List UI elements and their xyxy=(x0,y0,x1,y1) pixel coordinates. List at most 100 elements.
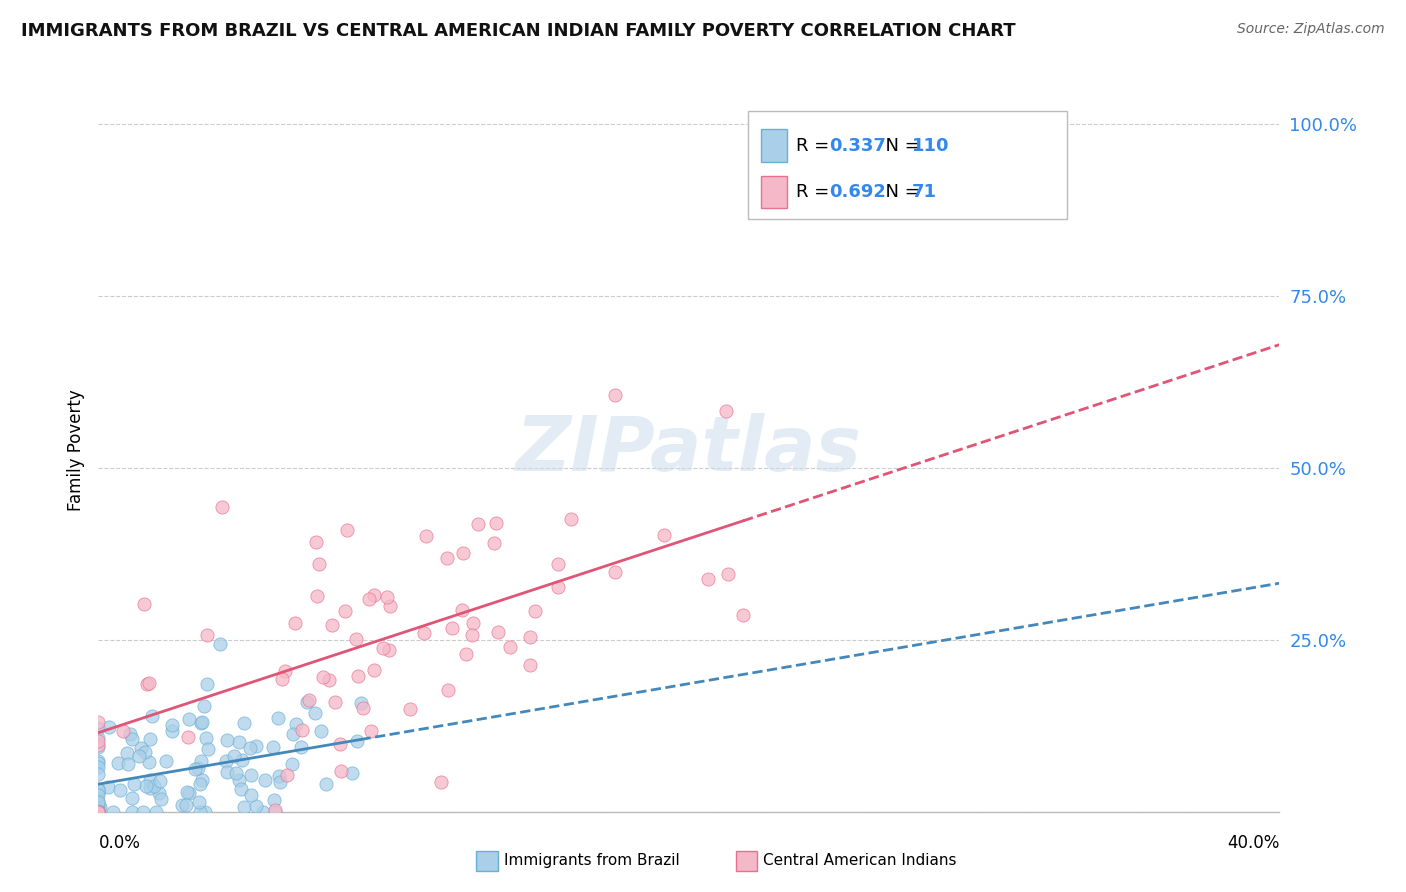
Point xyxy=(486,625,509,640)
Point xyxy=(451,546,474,560)
Point xyxy=(107,756,129,770)
Point xyxy=(305,535,328,549)
Point xyxy=(191,714,214,729)
Point xyxy=(87,715,110,730)
Point xyxy=(267,770,290,784)
Point xyxy=(98,720,121,734)
Text: N =: N = xyxy=(875,136,925,154)
Point xyxy=(188,777,211,791)
Point xyxy=(211,500,233,514)
Point xyxy=(371,640,394,655)
Point xyxy=(143,779,166,793)
Point xyxy=(430,775,453,789)
Point xyxy=(519,658,541,673)
Point xyxy=(87,805,110,819)
Point xyxy=(87,805,110,819)
Point xyxy=(305,589,328,603)
Point xyxy=(714,404,737,418)
Point xyxy=(87,738,110,752)
Point xyxy=(150,791,173,805)
Point xyxy=(273,665,295,679)
Point xyxy=(87,796,110,810)
Point xyxy=(121,805,143,819)
Point xyxy=(499,640,522,655)
Point xyxy=(87,805,110,819)
Point xyxy=(652,527,675,541)
Point xyxy=(138,676,160,690)
Point xyxy=(267,711,290,725)
Point xyxy=(359,592,381,607)
Point xyxy=(298,693,321,707)
Point xyxy=(291,723,314,738)
Point xyxy=(231,753,253,767)
Point xyxy=(346,669,368,683)
Point xyxy=(697,573,720,587)
Text: R =: R = xyxy=(796,136,835,154)
Point xyxy=(183,762,205,776)
Point xyxy=(87,801,110,815)
Point xyxy=(135,779,157,793)
Point xyxy=(110,783,132,797)
Point xyxy=(269,775,291,789)
Point xyxy=(344,632,367,646)
Point xyxy=(197,742,219,756)
Point xyxy=(463,616,485,631)
Point xyxy=(190,754,212,768)
Point xyxy=(276,768,298,782)
Point xyxy=(519,630,541,644)
Point xyxy=(547,557,569,571)
Point xyxy=(87,734,110,748)
Text: 71: 71 xyxy=(912,183,936,202)
Point xyxy=(560,511,582,525)
Point xyxy=(245,799,267,814)
Point xyxy=(308,558,330,572)
Text: 110: 110 xyxy=(912,136,949,154)
Text: 40.0%: 40.0% xyxy=(1227,834,1279,852)
Point xyxy=(172,798,194,813)
Point xyxy=(321,618,343,632)
Point xyxy=(284,615,307,630)
Text: 0.692: 0.692 xyxy=(830,183,886,202)
Point xyxy=(346,733,368,747)
Point xyxy=(87,767,110,781)
Point xyxy=(87,805,110,819)
Point xyxy=(139,781,162,796)
Point xyxy=(467,517,489,532)
Point xyxy=(263,803,285,817)
Point xyxy=(398,702,420,716)
Point xyxy=(87,797,110,812)
Point xyxy=(239,788,262,802)
Point xyxy=(451,603,474,617)
Point xyxy=(128,749,150,764)
Point xyxy=(285,716,308,731)
Point xyxy=(309,723,332,738)
Point xyxy=(731,608,754,623)
Point xyxy=(120,727,142,741)
Point xyxy=(134,745,156,759)
Point xyxy=(87,805,110,819)
Point xyxy=(262,740,284,755)
Text: ZIPatlas: ZIPatlas xyxy=(516,414,862,487)
Point xyxy=(87,782,110,797)
Point xyxy=(240,768,263,782)
Point xyxy=(155,754,177,768)
Point xyxy=(193,698,215,713)
Point xyxy=(193,805,215,819)
Point xyxy=(87,805,110,819)
Point xyxy=(132,805,155,819)
Point xyxy=(336,524,359,538)
Point xyxy=(97,780,120,795)
Point xyxy=(87,760,110,774)
Point xyxy=(263,793,285,807)
Text: Central American Indians: Central American Indians xyxy=(763,854,957,868)
Point xyxy=(360,724,382,739)
Text: 0.337: 0.337 xyxy=(830,136,886,154)
Point xyxy=(283,727,305,741)
Point xyxy=(111,723,134,738)
Point xyxy=(87,794,110,808)
Point xyxy=(225,766,247,780)
Point xyxy=(148,786,170,800)
Point xyxy=(224,748,246,763)
Point xyxy=(415,529,437,543)
Point xyxy=(139,731,162,746)
